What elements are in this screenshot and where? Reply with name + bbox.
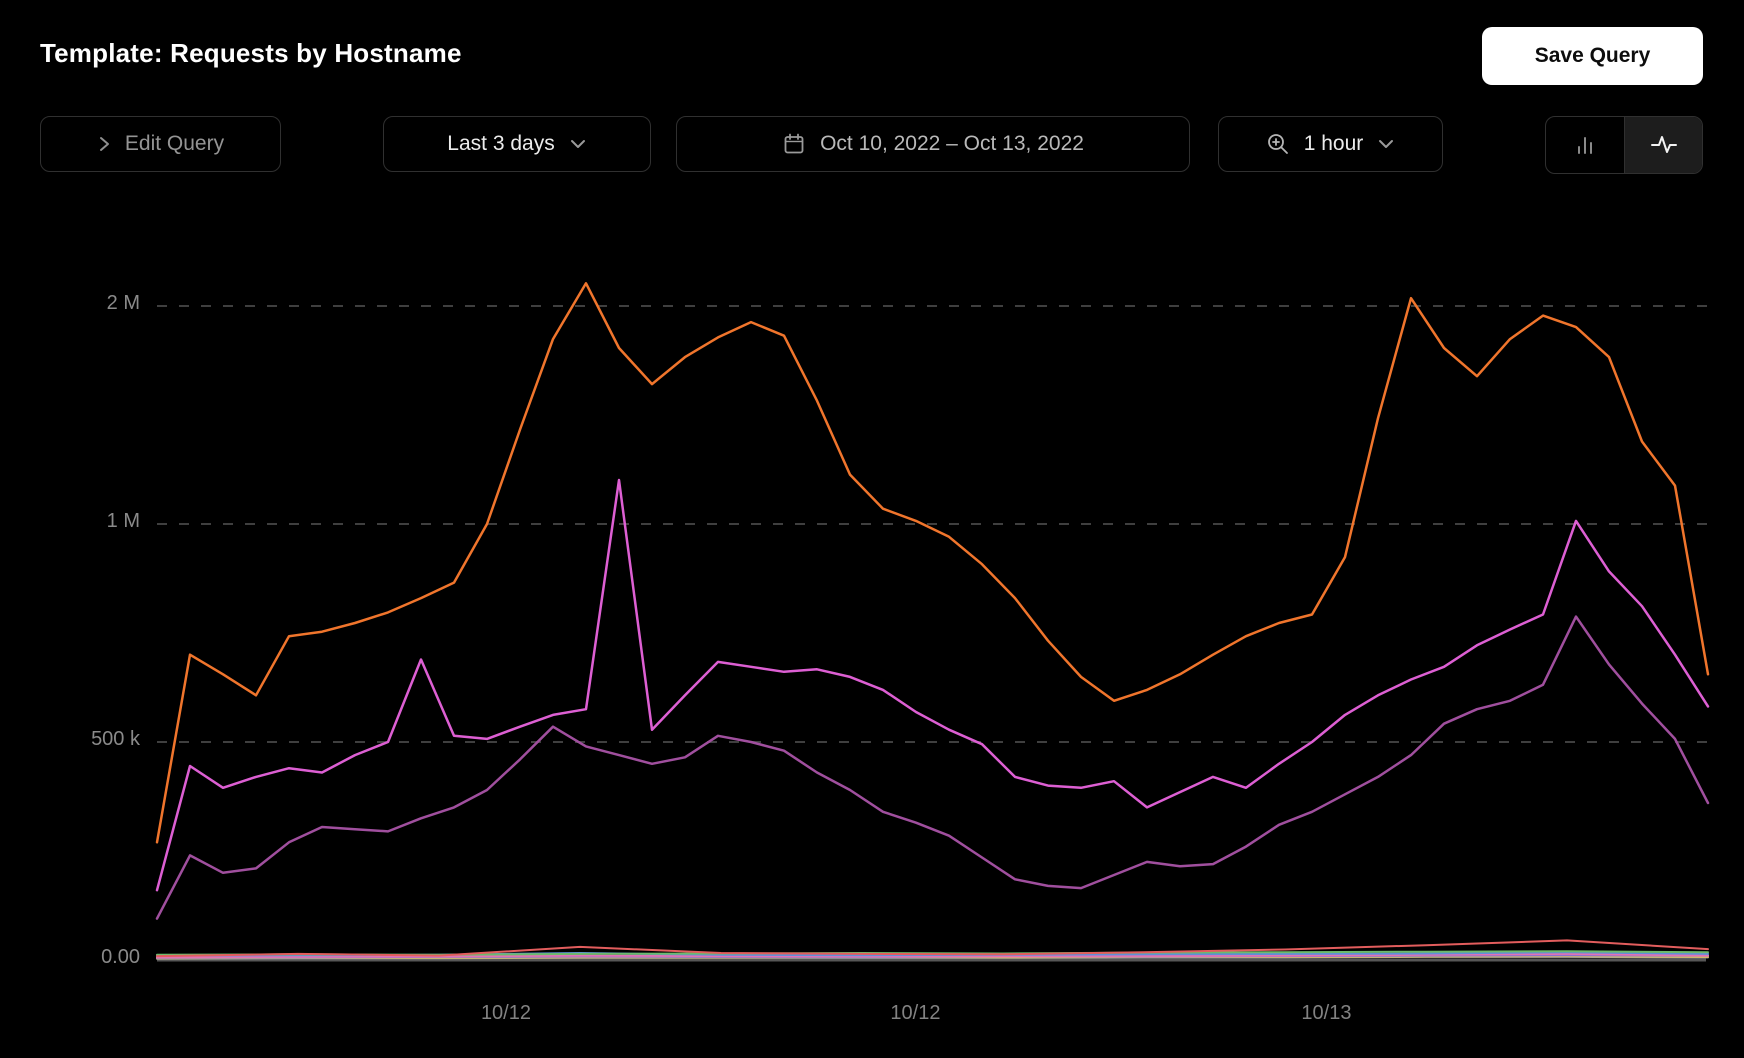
zoom-in-icon [1267, 134, 1288, 154]
series-line-hostname-pink [156, 952, 1709, 959]
chart-type-toggle [1545, 116, 1703, 174]
chevron-right-icon [99, 137, 109, 151]
date-range-button[interactable]: Oct 10, 2022 – Oct 13, 2022 [676, 116, 1190, 172]
chart-type-line-button[interactable] [1624, 117, 1702, 173]
granularity-dropdown[interactable]: 1 hour [1218, 116, 1443, 172]
line-chart-icon [1650, 136, 1677, 153]
x-tick-label-2: 10/12 [890, 1002, 941, 1024]
y-tick-label-2m: 2 M [106, 292, 140, 314]
date-range-label: Oct 10, 2022 – Oct 13, 2022 [820, 132, 1084, 155]
y-tick-label-500k: 500 k [91, 728, 140, 750]
chevron-down-icon [570, 140, 585, 148]
calendar-icon [784, 133, 804, 154]
series-line-hostname-orange [155, 282, 1710, 844]
save-query-label: Save Query [1534, 44, 1651, 67]
bar-chart-icon [1578, 137, 1592, 154]
page-title: Template: Requests by Hostname [40, 38, 462, 68]
gridlines [157, 305, 1712, 962]
time-range-dropdown[interactable]: Last 3 days [383, 116, 651, 172]
save-query-button[interactable]: Save Query [1482, 27, 1703, 85]
edit-query-label: Edit Query [124, 132, 225, 155]
x-tick-label-3: 10/13 [1301, 1002, 1352, 1024]
y-tick-label-1m: 1 M [106, 510, 140, 532]
series-layer [155, 282, 1710, 960]
series-line-hostname-magenta [155, 478, 1710, 892]
series-line-hostname-red [156, 939, 1709, 958]
series-line-hostname-purple [155, 615, 1710, 920]
edit-query-button[interactable]: Edit Query [40, 116, 281, 172]
x-tick-label-1: 10/12 [480, 1002, 531, 1024]
granularity-label: 1 hour [1303, 132, 1364, 155]
chevron-down-icon [1379, 140, 1394, 148]
y-tick-label-zero: 0.00 [101, 946, 140, 968]
time-range-label: Last 3 days [447, 132, 555, 155]
chart-type-bar-button[interactable] [1546, 117, 1624, 173]
